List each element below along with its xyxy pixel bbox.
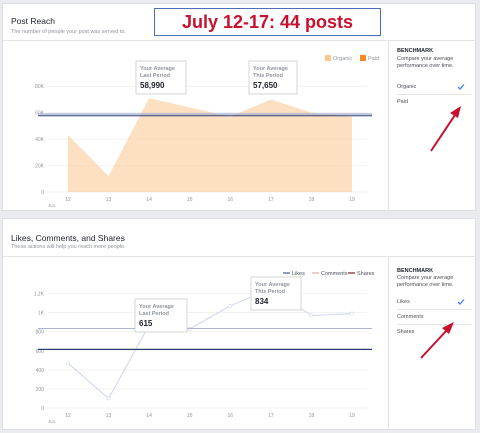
y-tick-label: 600 [36,349,45,355]
benchmark-option-label: Shares [397,329,415,335]
engagement-benchmark: BENCHMARK Compare your average performan… [388,256,477,430]
benchmark-option-label: Likes [397,299,410,305]
engagement-panel: Likes, Comments, and Shares These action… [2,218,476,430]
legend-label-organic: Organic [333,56,353,62]
x-tick-label: 18 [309,197,315,203]
tooltip-label: Last Period [139,311,169,317]
engagement-subtitle: These actions will help you reach more p… [11,244,126,250]
series-area-organic [68,98,352,192]
tooltip-label: Last Period [140,73,170,79]
x-tick-label: 13 [106,197,112,203]
y-tick-label: 0 [41,190,44,196]
data-point [66,361,70,366]
y-tick-label: 1K [38,311,45,317]
post-reach-chart: 020K40K60K80K1213141516171819JULOrganicP… [35,55,379,208]
x-tick-label: 15 [187,413,193,419]
checkmark-icon [457,299,465,305]
y-tick-label: 40K [35,137,45,143]
post-reach-title: Post Reach [11,16,55,26]
annotation-arrow-icon [430,106,461,152]
legend-swatch-paid [360,55,366,61]
x-tick-label: 18 [309,413,315,419]
divider [3,40,475,41]
engagement-chart: 0 200 400 600 800 1K 1.2K 12 13 14 15 16 17 18 19 JUL Li… [34,271,375,424]
divider [397,324,471,325]
y-tick-label: 200 [36,387,45,393]
data-point [309,313,314,318]
x-tick-label: 14 [146,413,152,419]
post-reach-benchmark: BENCHMARK Compare your average performan… [388,40,477,211]
checkmark-icon [457,84,465,90]
x-tick-label: 16 [228,197,234,203]
series-line-likes [67,288,353,400]
divider [397,94,471,95]
x-axis-sublabel: JUL [48,203,56,208]
x-tick-label: 12 [65,197,71,203]
benchmark-option-comments[interactable]: Comments [397,314,469,320]
tooltip-box [250,276,302,311]
divider [3,256,475,257]
post-reach-subtitle: The number of people your post was serve… [11,29,126,35]
benchmark-option-label: Paid [397,99,409,105]
benchmark-option-label: Comments [397,314,424,320]
tooltip-value: 58,990 [140,81,165,90]
x-axis-sublabel: JUL [48,419,56,424]
legend-label-paid: Paid [368,56,379,62]
divider [397,309,471,310]
tooltip-label: This Period [255,289,285,295]
post-reach-panel: Post Reach The number of people your pos… [2,3,476,211]
legend-label-likes: Likes [292,271,305,277]
x-tick-label: 13 [106,413,112,419]
data-point [106,396,111,401]
y-tick-label: 1.2K [34,292,45,298]
x-tick-label: 17 [268,413,274,419]
data-point [228,304,233,308]
legend-label-shares: Shares [357,271,375,277]
x-tick-label: 12 [65,413,71,419]
tooltip-value: 615 [139,319,153,328]
benchmark-option-shares[interactable]: Shares [397,329,469,335]
legend-swatch-organic [325,55,331,61]
benchmark-description: Compare your average performance over ti… [397,56,454,69]
data-point [350,311,354,316]
benchmark-option-label: Organic [397,84,417,90]
tooltip-label: Your Average [139,304,174,310]
x-tick-label: 19 [349,197,355,203]
benchmark-title: BENCHMARK [397,48,434,54]
annotation-banner: July 12-17: 44 posts [154,8,381,36]
tooltip-label: Your Average [255,282,290,288]
tooltip-label: Your Average [140,66,175,72]
tooltip-box [248,60,298,95]
engagement-title: Likes, Comments, and Shares [11,233,125,243]
tooltip-value: 57,650 [253,81,278,90]
benchmark-title: BENCHMARK [397,268,434,274]
annotation-arrow-icon [420,322,454,359]
tooltip-value: 834 [255,297,269,306]
benchmark-option-organic[interactable]: Organic [397,84,469,90]
y-tick-label: 400 [36,368,45,374]
x-tick-label: 17 [268,197,274,203]
tooltip-label: This Period [253,73,283,79]
tooltip-box [135,60,187,95]
y-tick-label: 20K [35,164,45,170]
x-tick-label: 16 [228,413,234,419]
benchmark-option-paid[interactable]: Paid [397,99,469,105]
benchmark-description: Compare your average performance over ti… [397,275,454,288]
benchmark-option-likes[interactable]: Likes [397,299,469,305]
y-tick-label: 800 [36,330,45,336]
x-tick-label: 15 [187,197,193,203]
tooltip-box [134,298,188,333]
x-tick-label: 19 [349,413,355,419]
legend-label-comments: Comments [321,271,348,277]
x-tick-label: 14 [146,197,152,203]
y-tick-label: 80K [35,84,45,90]
y-tick-label: 0 [41,406,44,412]
tooltip-label: Your Average [253,66,288,72]
